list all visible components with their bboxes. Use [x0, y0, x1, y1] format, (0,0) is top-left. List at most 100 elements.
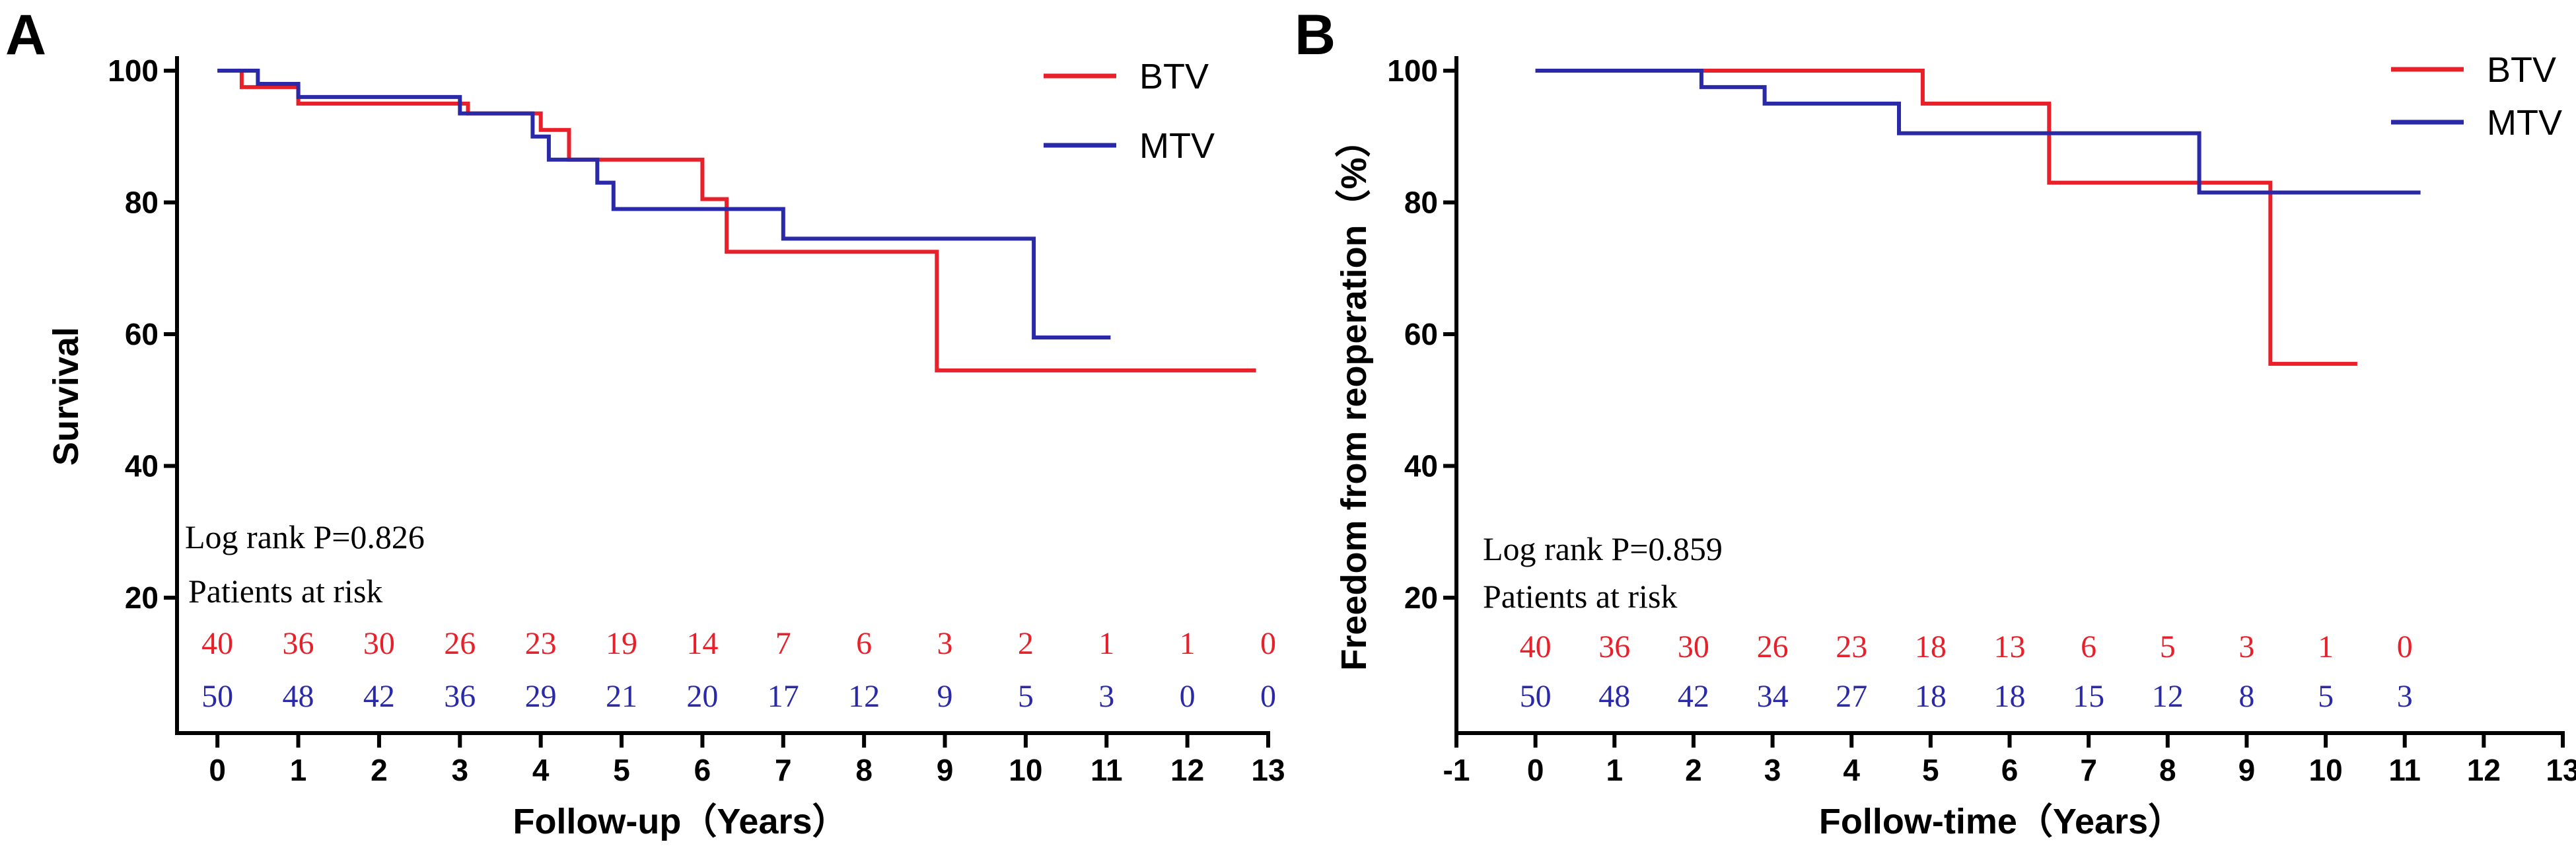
- series-line-btv: [1535, 69, 2357, 366]
- at-risk-count-btv: 23: [1836, 629, 1867, 664]
- x-tick-label: 11: [1091, 753, 1123, 787]
- at-risk-count-btv: 14: [686, 626, 718, 661]
- at-risk-count-btv: 36: [1598, 629, 1630, 664]
- at-risk-count-btv: 36: [283, 626, 314, 661]
- series-line-mtv: [217, 69, 1111, 339]
- log-rank-text: Log rank P=0.826: [185, 518, 425, 555]
- y-axis-title: Survival: [46, 327, 86, 466]
- at-risk-count-btv: 6: [856, 626, 872, 661]
- x-tick-label: 1: [1606, 753, 1623, 787]
- x-tick-label: 0: [1527, 753, 1544, 787]
- at-risk-count-mtv: 15: [2073, 679, 2104, 714]
- at-risk-count-mtv: 12: [2152, 679, 2184, 714]
- x-tick-label: 4: [1843, 753, 1860, 787]
- panel-letter: A: [5, 3, 46, 67]
- x-axis-title: Follow-time（Years）: [1819, 802, 2184, 841]
- log-rank-text: Log rank P=0.859: [1483, 530, 1723, 567]
- at-risk-count-mtv: 50: [1520, 679, 1552, 714]
- x-tick-label: 10: [2308, 753, 2342, 787]
- x-tick-label: 12: [2467, 753, 2501, 787]
- at-risk-count-btv: 26: [444, 626, 476, 661]
- at-risk-count-mtv: 3: [1098, 679, 1114, 714]
- series-line-mtv: [1535, 69, 2421, 195]
- y-tick-label: 80: [1404, 186, 1438, 220]
- at-risk-count-btv: 6: [2081, 629, 2096, 664]
- patients-at-risk-title: Patients at risk: [1483, 578, 1677, 615]
- x-tick-label: 11: [2388, 753, 2421, 787]
- x-tick-label: 0: [209, 753, 226, 787]
- at-risk-count-mtv: 5: [1018, 679, 1034, 714]
- at-risk-count-mtv: 12: [848, 679, 880, 714]
- at-risk-count-mtv: 20: [686, 679, 718, 714]
- x-tick-label: 8: [2159, 753, 2176, 787]
- at-risk-count-mtv: 36: [444, 679, 476, 714]
- x-tick-label: 6: [2001, 753, 2019, 787]
- at-risk-count-mtv: 18: [1915, 679, 1947, 714]
- at-risk-count-mtv: 0: [1180, 679, 1196, 714]
- at-risk-count-btv: 3: [937, 626, 953, 661]
- x-tick-label: 7: [2080, 753, 2097, 787]
- at-risk-count-btv: 26: [1757, 629, 1789, 664]
- x-tick-label: 1: [290, 753, 307, 787]
- x-tick-label: 5: [1922, 753, 1939, 787]
- x-tick-label: 12: [1170, 753, 1204, 787]
- x-tick-label: 8: [855, 753, 873, 787]
- at-risk-count-mtv: 50: [201, 679, 233, 714]
- x-tick-label: 3: [1764, 753, 1781, 787]
- at-risk-count-btv: 1: [1180, 626, 1196, 661]
- at-risk-count-mtv: 21: [606, 679, 637, 714]
- x-tick-label: 13: [1251, 753, 1285, 787]
- x-tick-label: 4: [532, 753, 550, 787]
- panel-letter: B: [1295, 3, 1336, 67]
- x-tick-label: 2: [371, 753, 388, 787]
- x-tick-label: 2: [1685, 753, 1702, 787]
- series-line-btv: [217, 69, 1256, 372]
- at-risk-count-mtv: 9: [937, 679, 953, 714]
- y-tick-label: 40: [125, 449, 159, 483]
- y-tick-label: 60: [1404, 317, 1438, 351]
- at-risk-count-btv: 1: [1098, 626, 1114, 661]
- y-tick-label: 100: [1387, 53, 1438, 88]
- x-tick-label: 9: [937, 753, 954, 787]
- at-risk-count-btv: 0: [2397, 629, 2413, 664]
- at-risk-count-mtv: 5: [2318, 679, 2334, 714]
- at-risk-count-mtv: 17: [768, 679, 799, 714]
- legend-label-mtv: MTV: [1139, 126, 1215, 166]
- at-risk-count-mtv: 27: [1836, 679, 1867, 714]
- at-risk-count-btv: 30: [1678, 629, 1709, 664]
- y-tick-label: 60: [125, 317, 159, 351]
- at-risk-count-btv: 40: [201, 626, 233, 661]
- x-tick-label: 9: [2238, 753, 2256, 787]
- at-risk-count-btv: 0: [1260, 626, 1276, 661]
- at-risk-count-btv: 18: [1915, 629, 1947, 664]
- at-risk-count-btv: 30: [363, 626, 395, 661]
- at-risk-count-btv: 1: [2318, 629, 2334, 664]
- legend-label-btv: BTV: [2487, 50, 2556, 90]
- patients-at-risk-title: Patients at risk: [188, 573, 382, 610]
- at-risk-count-mtv: 3: [2397, 679, 2413, 714]
- at-risk-count-mtv: 0: [1260, 679, 1276, 714]
- x-tick-label: 5: [613, 753, 630, 787]
- at-risk-count-mtv: 42: [1678, 679, 1709, 714]
- at-risk-count-btv: 13: [1994, 629, 2026, 664]
- x-tick-label: 13: [2546, 753, 2576, 787]
- at-risk-count-mtv: 42: [363, 679, 395, 714]
- at-risk-count-btv: 23: [525, 626, 557, 661]
- at-risk-count-mtv: 18: [1994, 679, 2026, 714]
- x-tick-label: 3: [451, 753, 468, 787]
- at-risk-count-btv: 2: [1018, 626, 1034, 661]
- y-tick-label: 80: [125, 186, 159, 220]
- y-axis-title: Freedom from reoperation（%）: [1334, 122, 1374, 670]
- x-tick-label: -1: [1443, 753, 1470, 787]
- at-risk-count-btv: 3: [2238, 629, 2254, 664]
- x-tick-label: 10: [1009, 753, 1042, 787]
- y-tick-label: 20: [1404, 581, 1438, 615]
- legend-label-mtv: MTV: [2487, 103, 2562, 143]
- y-tick-label: 40: [1404, 449, 1438, 483]
- y-tick-label: 20: [125, 581, 159, 615]
- at-risk-count-mtv: 8: [2238, 679, 2254, 714]
- at-risk-count-btv: 19: [606, 626, 637, 661]
